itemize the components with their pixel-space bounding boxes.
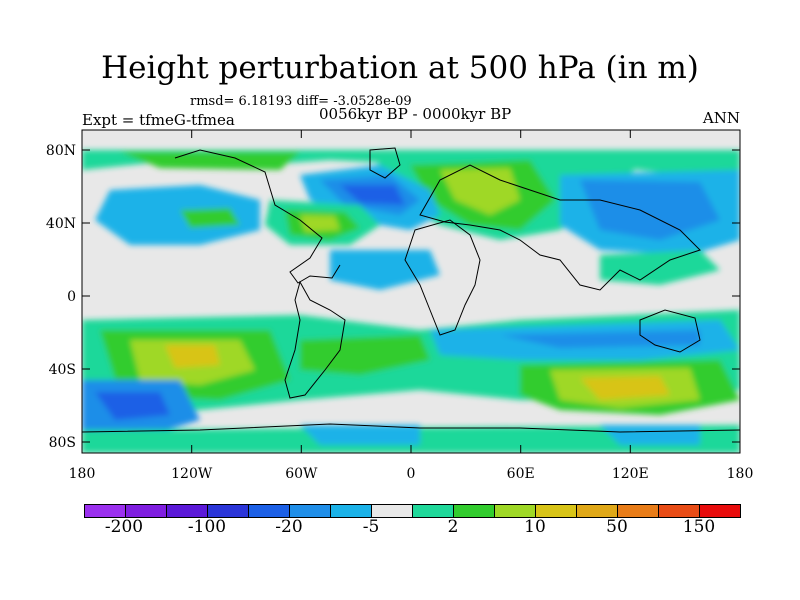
colorbar-label: 2 (447, 517, 459, 537)
lat-tick-label: 40N (46, 216, 76, 232)
colorbar-label: -20 (275, 517, 303, 537)
region-atlantic-deep (340, 185, 405, 205)
coast-eurasia (419, 164, 701, 291)
colorbar-label: 50 (606, 517, 628, 537)
colorbar-swatch (207, 504, 249, 518)
region-south-green-c (300, 335, 430, 375)
colorbar-swatch (494, 504, 536, 518)
colorbar-swatch (453, 504, 495, 518)
colorbar-swatch (576, 504, 618, 518)
colorbar (84, 504, 741, 518)
region-na-lime (300, 215, 340, 232)
region-south-yellow-w (165, 345, 220, 368)
season-label: ANN (702, 109, 740, 127)
stats-text: rmsd= 6.18193 diff= -3.0528e-09 (190, 94, 412, 109)
colorbar-label: 150 (682, 517, 716, 537)
lat-tick-label: 80N (46, 143, 76, 159)
region-na-west (180, 208, 240, 228)
experiment-label: Expt = tfmeG-tfmea (82, 111, 235, 129)
colorbar-swatch (248, 504, 290, 518)
colorbar-swatch (289, 504, 331, 518)
coastlines (82, 147, 740, 433)
colorbar-swatch (84, 504, 126, 518)
lat-tick-label: 40S (49, 362, 76, 378)
region-north-green (120, 152, 300, 170)
coast-north-america (174, 149, 341, 284)
region-pacific-light (95, 185, 260, 245)
colorbar-swatch (166, 504, 208, 518)
colorbar-swatch (125, 504, 167, 518)
map-title: Height perturbation at 500 hPa (in m) (101, 50, 699, 86)
coast-greenland (369, 147, 401, 179)
colorbar-swatch (658, 504, 700, 518)
colorbar-swatch (699, 504, 741, 518)
lon-tick-label: 120W (171, 466, 213, 482)
region-asia-blue (580, 180, 720, 240)
lon-axis: 180 120W 60W 0 60E 120E 180 (69, 130, 754, 482)
lat-tick-label: 80S (49, 435, 76, 451)
colorbar-swatch (617, 504, 659, 518)
lat-axis: 80N 40N 0 40S 80S (46, 143, 740, 451)
colorbar-label: -100 (187, 517, 227, 537)
coast-africa (404, 219, 481, 336)
contour-field (82, 130, 740, 453)
lon-tick-label: 0 (407, 466, 416, 482)
colorbar-swatch (371, 504, 413, 518)
colorbar-swatch (535, 504, 577, 518)
colorbar-label: -5 (362, 517, 380, 537)
lon-tick-label: 180 (727, 466, 754, 482)
lon-tick-label: 60E (507, 466, 535, 482)
colorbar-swatch (330, 504, 372, 518)
region-south-deep-w (95, 392, 170, 420)
region-asia-teal (600, 250, 720, 285)
coast-australia (639, 309, 701, 353)
lon-tick-label: 120E (612, 466, 649, 482)
coast-antarctica (82, 423, 740, 433)
region-south-ocean-blue (500, 330, 700, 348)
colorbar-label: -200 (104, 517, 144, 537)
lat-tick-label: 0 (67, 289, 76, 305)
coast-south-america (284, 280, 346, 399)
region-south-yellow-e (580, 376, 670, 400)
period-label: 0056kyr BP - 0000kyr BP (319, 105, 512, 123)
region-antarctic-light-e (600, 425, 700, 445)
colorbar-label: 10 (524, 517, 546, 537)
colorbar-swatch (412, 504, 454, 518)
lon-tick-label: 60W (285, 466, 318, 482)
region-eq-atlantic (330, 250, 440, 290)
lon-tick-label: 180 (69, 466, 96, 482)
region-antarctic-light (300, 425, 420, 445)
